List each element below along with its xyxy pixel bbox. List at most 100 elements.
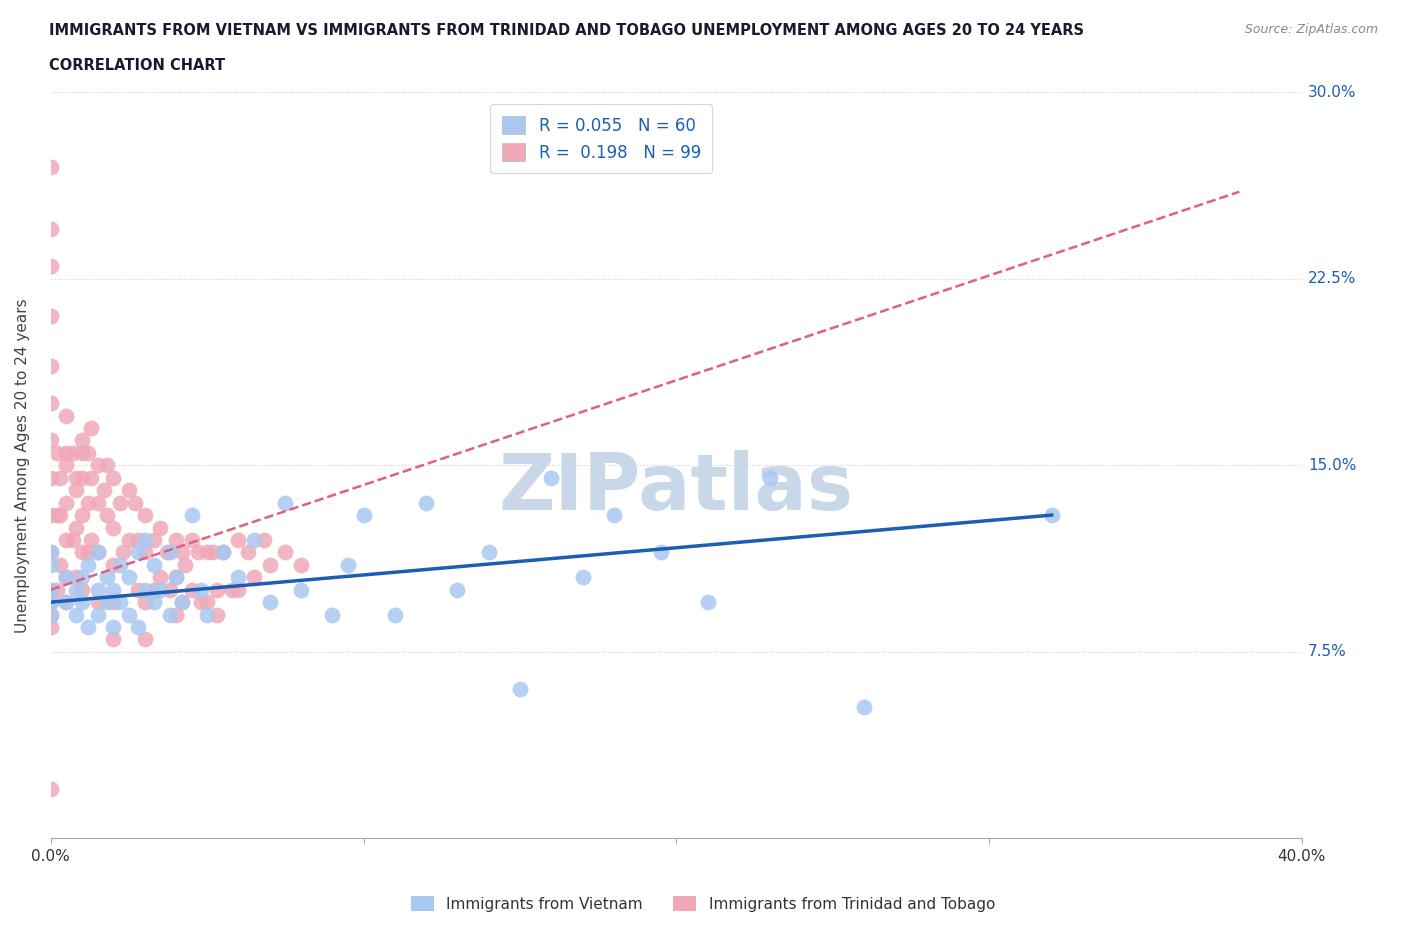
Point xyxy=(252,533,274,548)
Point xyxy=(696,594,718,609)
Point xyxy=(509,682,531,697)
Point xyxy=(134,582,156,597)
Point xyxy=(111,545,134,560)
Point xyxy=(96,570,118,585)
Point xyxy=(46,582,69,597)
Point xyxy=(180,508,202,523)
Text: Source: ZipAtlas.com: Source: ZipAtlas.com xyxy=(1244,23,1378,36)
Point xyxy=(853,699,876,714)
Point xyxy=(65,570,87,585)
Point xyxy=(39,545,62,560)
Point xyxy=(236,545,259,560)
Point xyxy=(159,582,181,597)
Point xyxy=(134,508,156,523)
Point xyxy=(39,557,62,572)
Point xyxy=(55,570,77,585)
Text: 22.5%: 22.5% xyxy=(1308,272,1357,286)
Point xyxy=(77,557,100,572)
Point xyxy=(39,582,62,597)
Point xyxy=(540,471,562,485)
Point xyxy=(478,545,501,560)
Point xyxy=(155,545,177,560)
Point xyxy=(159,545,181,560)
Point xyxy=(70,471,93,485)
Point xyxy=(446,582,468,597)
Point xyxy=(103,594,125,609)
Point xyxy=(165,570,187,585)
Point xyxy=(77,545,100,560)
Point xyxy=(165,533,187,548)
Point xyxy=(290,557,312,572)
Point xyxy=(134,545,156,560)
Point xyxy=(180,582,202,597)
Point xyxy=(228,582,250,597)
Point xyxy=(212,545,235,560)
Point xyxy=(49,508,72,523)
Point xyxy=(65,520,87,535)
Point xyxy=(39,471,62,485)
Point xyxy=(39,358,62,373)
Text: ZIPatlas: ZIPatlas xyxy=(499,450,853,525)
Point xyxy=(87,594,110,609)
Point xyxy=(384,607,406,622)
Point xyxy=(353,508,375,523)
Point xyxy=(87,495,110,510)
Point xyxy=(39,607,62,622)
Point xyxy=(87,545,110,560)
Point xyxy=(103,582,125,597)
Point xyxy=(39,545,62,560)
Point xyxy=(103,471,125,485)
Point xyxy=(205,607,228,622)
Point xyxy=(321,607,343,622)
Point xyxy=(87,545,110,560)
Point xyxy=(70,445,93,460)
Point xyxy=(650,545,672,560)
Point xyxy=(172,594,194,609)
Point xyxy=(62,445,84,460)
Point xyxy=(174,557,197,572)
Point xyxy=(39,508,62,523)
Point xyxy=(70,545,93,560)
Point xyxy=(212,545,235,560)
Point xyxy=(118,607,141,622)
Point xyxy=(70,508,93,523)
Point xyxy=(39,594,62,609)
Point xyxy=(39,221,62,236)
Point xyxy=(759,471,782,485)
Point xyxy=(124,495,146,510)
Point xyxy=(55,594,77,609)
Legend: R = 0.055   N = 60, R =  0.198   N = 99: R = 0.055 N = 60, R = 0.198 N = 99 xyxy=(491,104,713,173)
Point xyxy=(77,495,100,510)
Text: 7.5%: 7.5% xyxy=(1308,644,1347,659)
Point xyxy=(221,582,243,597)
Point xyxy=(103,557,125,572)
Point xyxy=(180,533,202,548)
Point xyxy=(290,582,312,597)
Point xyxy=(70,582,93,597)
Point xyxy=(228,533,250,548)
Point xyxy=(571,570,593,585)
Point xyxy=(108,594,131,609)
Point xyxy=(39,594,62,609)
Point xyxy=(55,408,77,423)
Point xyxy=(172,545,194,560)
Point xyxy=(39,582,62,597)
Point xyxy=(39,781,62,796)
Point xyxy=(49,557,72,572)
Point xyxy=(195,545,218,560)
Point xyxy=(55,458,77,472)
Point xyxy=(149,570,172,585)
Point xyxy=(187,545,209,560)
Point xyxy=(202,545,225,560)
Point xyxy=(259,594,281,609)
Point xyxy=(77,445,100,460)
Point xyxy=(46,508,69,523)
Point xyxy=(134,533,156,548)
Point xyxy=(127,582,149,597)
Point xyxy=(149,520,172,535)
Point xyxy=(39,259,62,273)
Point xyxy=(80,533,103,548)
Point xyxy=(55,594,77,609)
Point xyxy=(96,594,118,609)
Point xyxy=(1040,508,1063,523)
